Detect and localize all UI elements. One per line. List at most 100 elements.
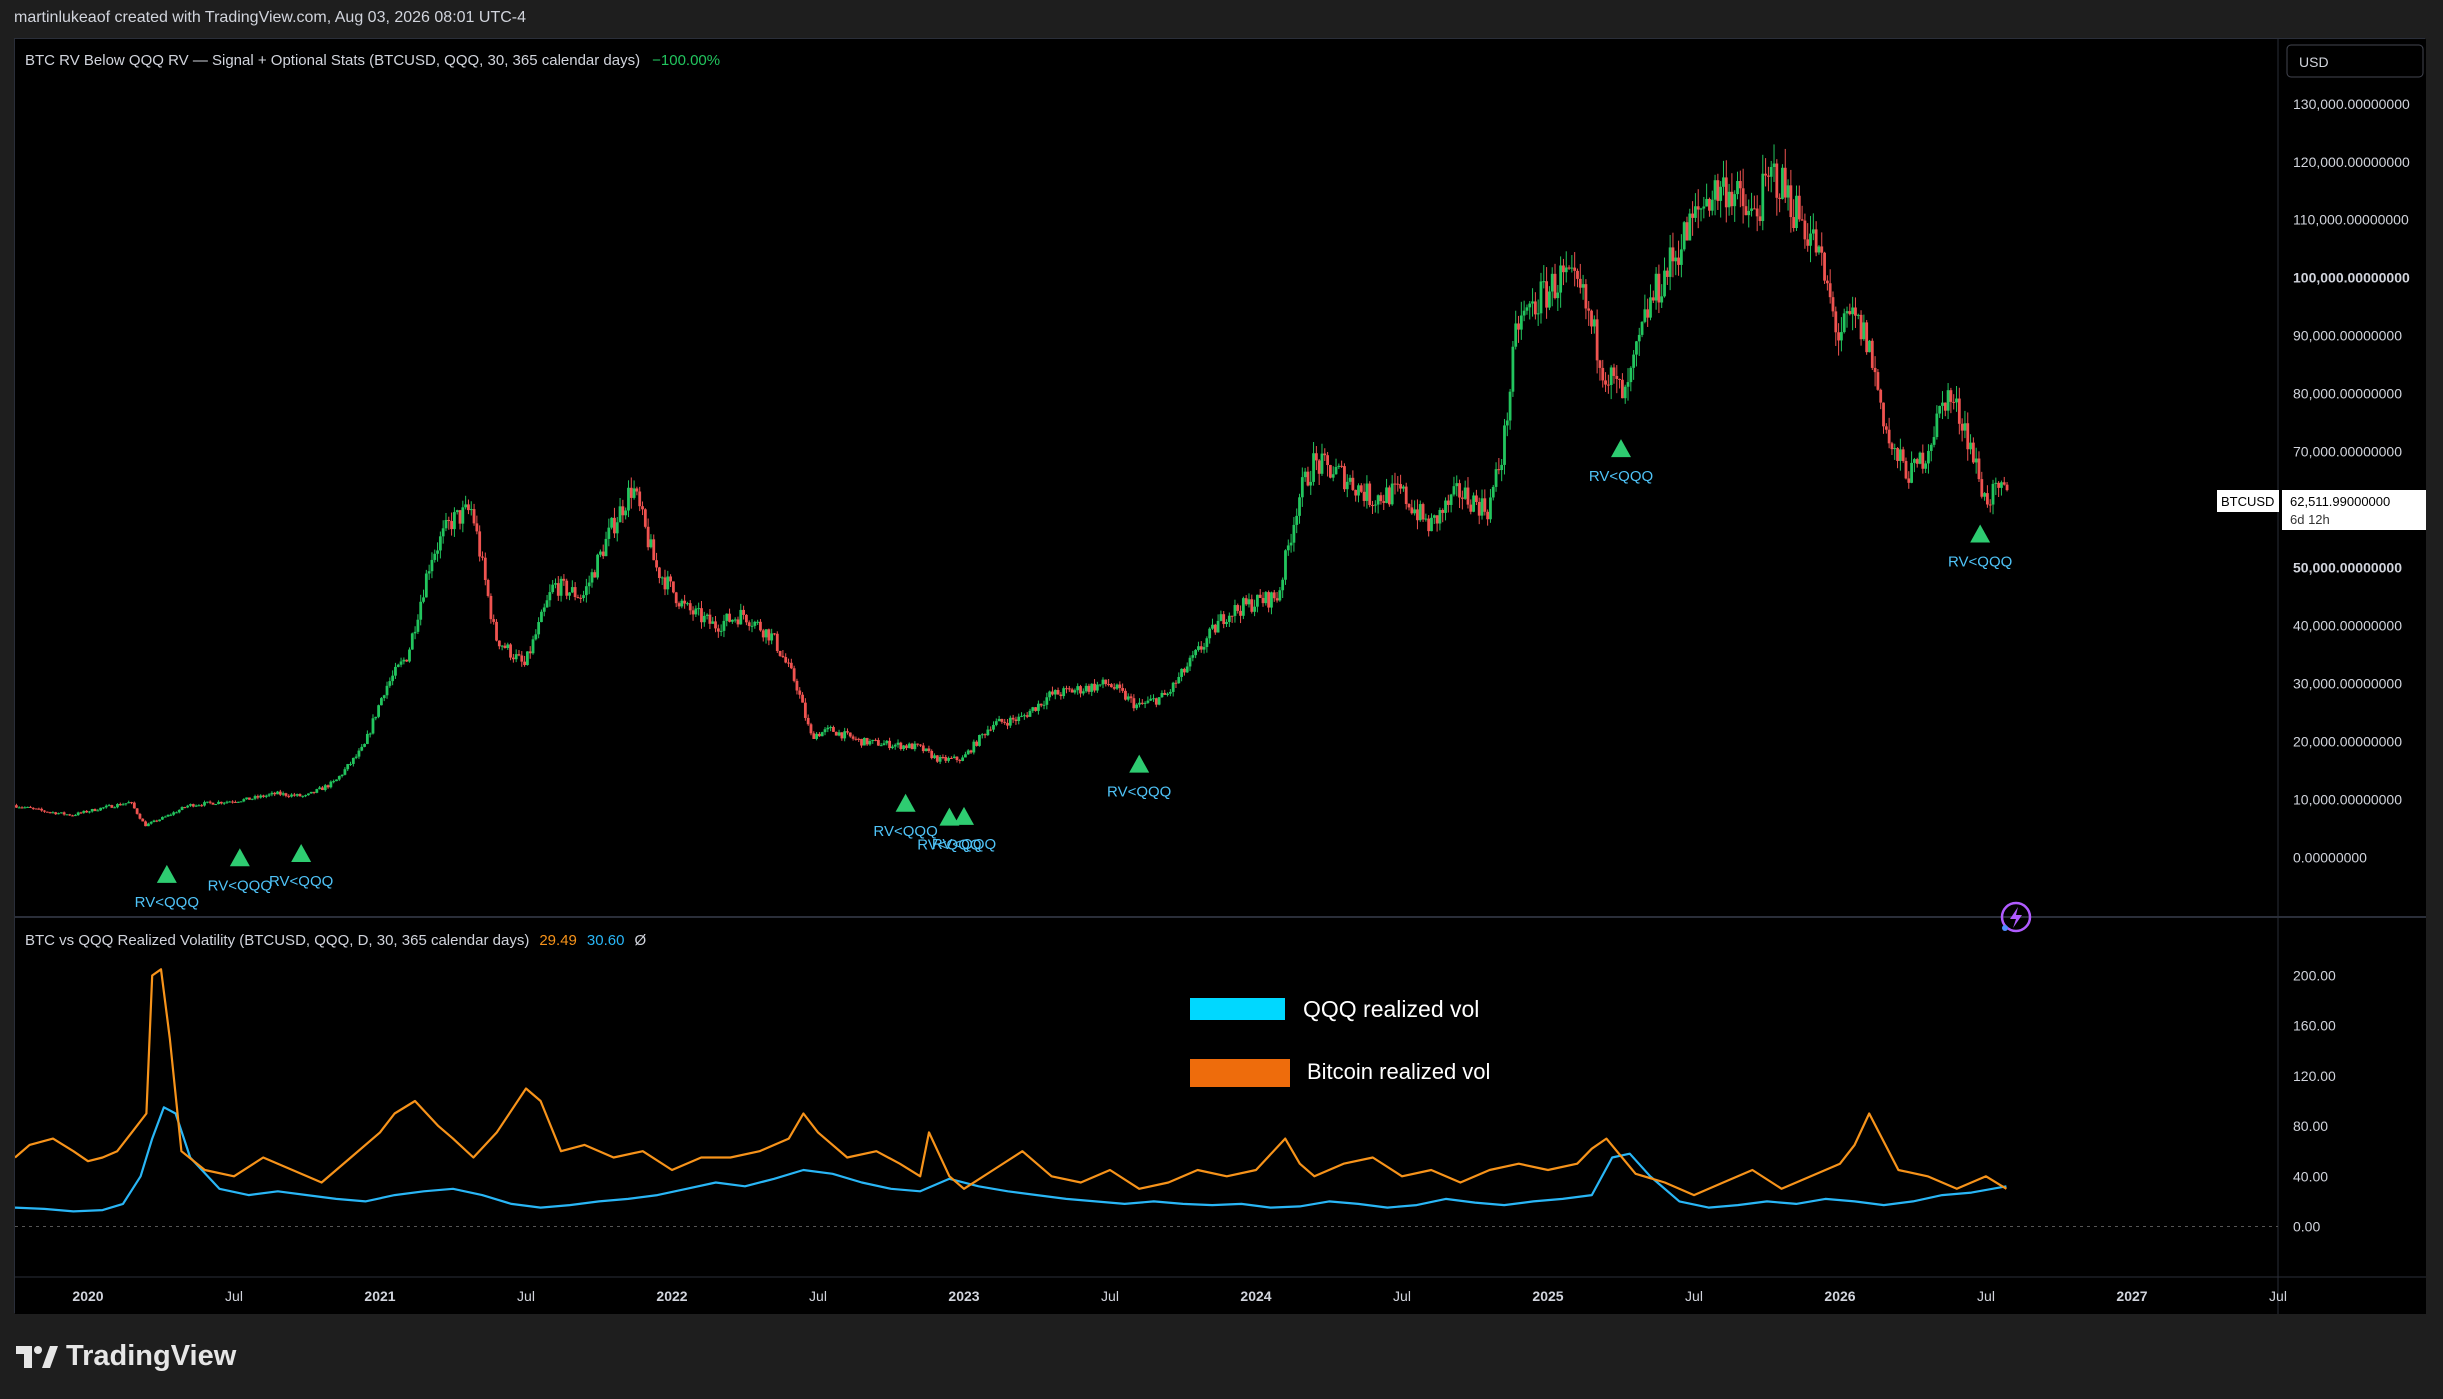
candle-body (975, 741, 979, 746)
candle-body (264, 795, 268, 797)
legend-label-btc: Bitcoin realized vol (1307, 1059, 1490, 1084)
candle-body (1222, 614, 1226, 625)
candle-body (736, 619, 740, 625)
candle-body (1539, 281, 1543, 314)
candle-body (1811, 229, 1815, 234)
chart-canvas[interactable]: RV<QQQRV<QQQRV<QQQRV<QQQRV<QQQRV<QQQRV<Q… (14, 39, 2428, 1314)
candle-body (1227, 615, 1231, 622)
candle-body (1890, 443, 1894, 450)
candle-body (1587, 308, 1591, 311)
candle-body (1522, 310, 1526, 316)
candle-body (1166, 693, 1169, 695)
chart-frame[interactable]: RV<QQQ RV<QQQ RV<QQQ RV<QQQ RV<QQQ RV<QQQ RV<Q… (14, 38, 2428, 1314)
signal-marker-icon (939, 807, 960, 826)
candle-body (1455, 483, 1459, 487)
signal-marker-icon (1970, 524, 1991, 543)
candle-body (1781, 167, 1784, 199)
time-tick-label: 2023 (948, 1288, 979, 1304)
candle-body (1048, 691, 1052, 698)
candle-body (528, 651, 532, 654)
candle-body (1267, 592, 1271, 608)
candle-body (1278, 590, 1282, 601)
candle-body (349, 763, 352, 765)
candle-body (141, 818, 145, 822)
candle-body (1910, 462, 1913, 483)
candle-body (1202, 647, 1206, 650)
candle-body (837, 732, 841, 736)
candle-body (649, 539, 653, 548)
candle-body (773, 633, 776, 635)
candle-body (716, 628, 720, 632)
candle-body (705, 614, 709, 616)
signal-label: RV<QQQ (1589, 468, 1653, 485)
currency-button[interactable]: USD (2286, 44, 2424, 78)
candle-body (511, 657, 515, 660)
candle-body (1180, 668, 1183, 677)
candle-body (1887, 429, 1891, 444)
legend-swatch-btc (1190, 1059, 1290, 1087)
candle-body (1831, 297, 1835, 312)
candle-body (559, 578, 563, 596)
candle-body (1654, 273, 1658, 301)
candle-body (124, 803, 128, 805)
candle-body (1416, 509, 1419, 521)
candle-body (1865, 322, 1869, 353)
time-axis[interactable]: 2020 Jul 2021 Jul 2022 Jul 2023 Jul 2024 Jul 2025 J… (72, 1288, 2287, 1304)
candle-body (632, 488, 636, 498)
candle-body (73, 815, 77, 817)
main-indicator-title[interactable]: BTC RV Below QQQ RV — Signal + Optional … (25, 52, 640, 69)
candle-body (1991, 483, 1995, 505)
candle-body (983, 734, 987, 736)
price-tick-label: 40,000.00000000 (2293, 618, 2402, 634)
candle-body (177, 809, 181, 813)
time-tick-label: 2020 (72, 1288, 103, 1304)
candle-body (217, 801, 220, 805)
candle-body (332, 781, 336, 783)
candle-body (15, 805, 18, 808)
candle-body (1500, 464, 1504, 471)
candle-body (441, 528, 445, 537)
candle-body (1621, 379, 1624, 399)
candle-body (374, 716, 378, 719)
candle-body (1971, 442, 1975, 463)
candle-body (1022, 715, 1026, 717)
candle-body (1696, 206, 1700, 210)
vol-indicator-title[interactable]: BTC vs QQQ Realized Volatility (BTCUSD, … (25, 932, 529, 949)
candle-body (680, 600, 684, 607)
candle-body (601, 551, 605, 557)
candle-body (576, 596, 580, 598)
candle-body (857, 738, 861, 740)
candle-body (248, 797, 251, 800)
candle-body (1660, 296, 1664, 303)
candle-body (778, 650, 782, 656)
tradingview-brand[interactable]: TradingView (16, 1340, 236, 1373)
price-axis[interactable]: 130,000.00000000 120,000.00000000 110,000.… (2293, 96, 2410, 866)
candle-body (90, 809, 94, 812)
candle-body (337, 776, 341, 780)
candle-body (677, 603, 681, 607)
candle-body (930, 750, 934, 759)
candle-body (745, 614, 748, 623)
candle-body (1699, 208, 1703, 210)
candle-body (1281, 579, 1285, 591)
candle-body (166, 814, 170, 817)
candle-body (1491, 486, 1495, 498)
candle-body (593, 572, 597, 578)
candle-body (812, 733, 816, 739)
lightning-icon[interactable] (2000, 901, 2032, 933)
candle-body (949, 757, 953, 759)
candle-body (1946, 390, 1950, 411)
candle-body (1901, 449, 1905, 462)
candle-body (1323, 453, 1327, 456)
candle-body (1724, 177, 1728, 208)
candle-body (71, 815, 74, 817)
candle-body (1708, 198, 1711, 211)
candle-body (256, 796, 260, 798)
candle-body (1185, 666, 1189, 673)
time-tick-label: Jul (2269, 1288, 2287, 1304)
candle-body (1211, 624, 1214, 629)
volatility-axis[interactable]: 200.00 160.00 120.00 80.00 40.00 0.00 (2293, 968, 2336, 1235)
candle-body (1758, 216, 1762, 222)
candle-body (486, 579, 490, 596)
candle-body (110, 805, 114, 808)
